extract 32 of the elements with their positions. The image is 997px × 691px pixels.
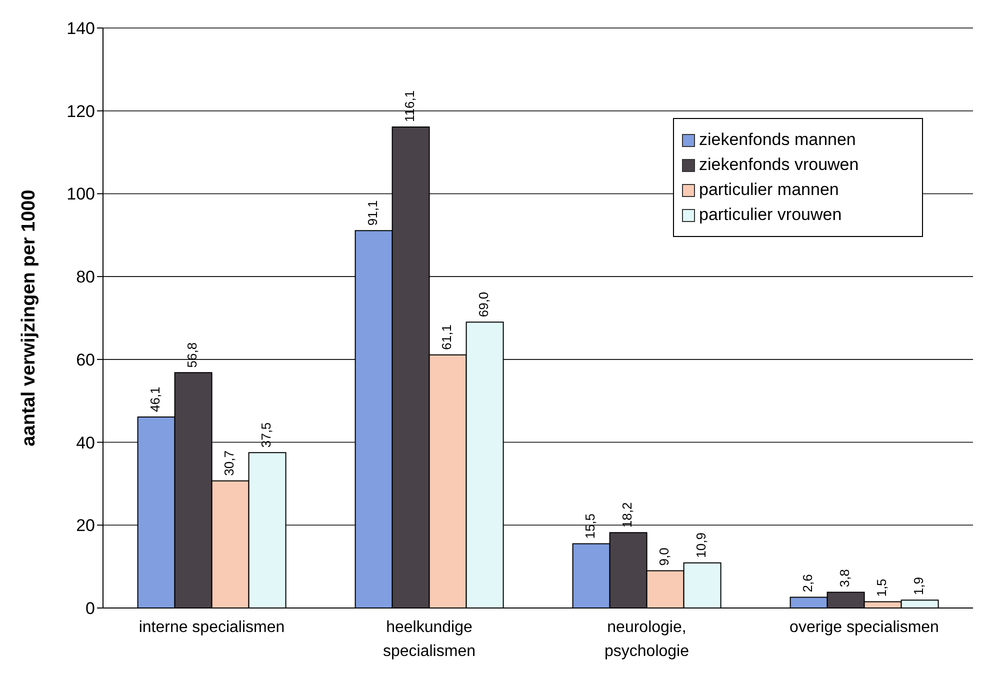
data-label: 46,1: [148, 386, 163, 412]
data-label: 1,9: [911, 577, 926, 596]
y-tick-label: 40: [76, 433, 95, 452]
data-label: 69,0: [476, 292, 492, 318]
y-tick-label: 120: [66, 102, 95, 121]
legend-label: ziekenfonds vrouwen: [699, 155, 859, 175]
data-label: 15,5: [582, 513, 598, 539]
data-label: 56,8: [184, 342, 200, 368]
x-tick-label: interne specialismen: [138, 619, 285, 636]
data-label: 116,1: [402, 90, 418, 122]
x-tick-label: overige specialismen: [790, 619, 939, 636]
legend-label: particulier vrouwen: [699, 205, 842, 225]
y-tick-label: 20: [76, 516, 95, 536]
y-tick-label: 80: [76, 268, 95, 287]
y-tick-label: 60: [76, 350, 95, 370]
legend-label: ziekenfonds mannen: [699, 130, 856, 150]
y-axis-title: aantal verwijzingen per 1000: [18, 190, 40, 446]
data-label: 30,7: [222, 450, 237, 476]
data-label: 18,2: [620, 502, 635, 528]
data-label: 2,6: [800, 574, 816, 592]
y-tick-label: 140: [66, 19, 95, 38]
data-label: 10,9: [694, 532, 709, 558]
x-tick-label: neurologie, psychologie: [604, 619, 690, 660]
data-label: 61,1: [439, 324, 454, 350]
data-label: 9,0: [656, 548, 672, 566]
data-label: 1,5: [874, 578, 890, 597]
legend-label: particulier mannen: [699, 180, 839, 200]
data-label: 3,8: [837, 569, 852, 588]
data-label: 91,1: [365, 200, 380, 226]
y-tick-label: 0: [86, 599, 95, 618]
x-tick-label: heelkundige specialismen: [383, 619, 476, 660]
y-tick-label: 100: [66, 184, 95, 204]
